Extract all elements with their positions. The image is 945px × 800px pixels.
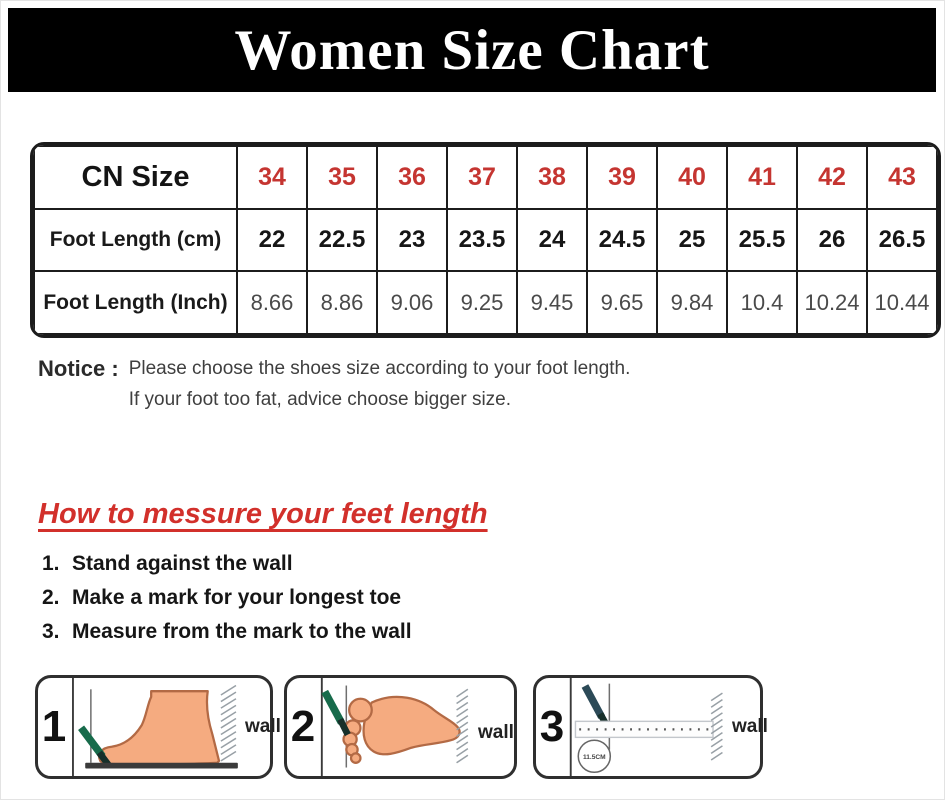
inch-cell: 8.66 <box>236 270 308 335</box>
diagram-panel-1: 1 wall <box>35 675 281 779</box>
size-cell: 39 <box>586 145 658 210</box>
banner: Women Size Chart <box>8 8 936 92</box>
size-cell: 42 <box>796 145 868 210</box>
step-text: Measure from the mark to the wall <box>72 620 412 643</box>
cm-cell: 26 <box>796 207 868 273</box>
size-cell: 41 <box>726 145 798 210</box>
notice-block: Notice : Please choose the shoes size ac… <box>38 354 630 416</box>
pencil-icon <box>321 689 345 725</box>
inch-cell: 9.45 <box>516 270 588 335</box>
notice-line-2: If your foot too fat, advice choose bigg… <box>128 389 512 410</box>
table-row-foot-length-inch: Foot Length (Inch) 8.66 8.86 9.06 9.25 9… <box>33 270 938 335</box>
notice-line-1: Please choose the shoes size according t… <box>128 358 631 379</box>
panel-number: 2 <box>290 702 316 751</box>
panel-number: 1 <box>41 702 67 751</box>
inch-cell: 10.4 <box>726 270 798 335</box>
measure-value-label: 11.5CM <box>583 754 606 761</box>
cm-cell: 23.5 <box>446 207 518 273</box>
wall-label: wall <box>245 716 281 737</box>
pencil-icon <box>581 684 606 719</box>
inch-cell: 9.84 <box>656 270 728 335</box>
wall-hatch-icon <box>456 688 469 764</box>
size-cell: 36 <box>376 145 448 210</box>
row-label-cn-size: CN Size <box>33 145 238 210</box>
size-cell: 43 <box>866 145 938 210</box>
step-item-1: 1. Stand against the wall <box>42 553 412 575</box>
measure-steps: 1. Stand against the wall 2. Make a mark… <box>42 553 412 655</box>
inch-cell: 9.65 <box>586 270 658 335</box>
cm-cell: 26.5 <box>866 207 938 273</box>
ruler-icon: 11.5CM <box>569 678 723 776</box>
diagram-panels: 1 wall <box>0 675 945 785</box>
pencil-icon <box>78 725 106 759</box>
measure-circle <box>577 739 612 773</box>
wall-hatch-icon <box>220 684 237 762</box>
inch-cell: 10.24 <box>796 270 868 335</box>
table-row-cn-size: CN Size 34 35 36 37 38 39 40 41 42 43 <box>33 145 938 210</box>
inch-cell: 8.86 <box>306 270 378 335</box>
foot-side-icon <box>72 678 238 776</box>
wall-label: wall <box>732 716 768 737</box>
notice-label: Notice : <box>38 356 119 381</box>
cm-cell: 25 <box>656 207 728 273</box>
step-text: Make a mark for your longest toe <box>72 586 402 609</box>
cm-cell: 22 <box>236 207 308 273</box>
cm-cell: 25.5 <box>726 207 798 273</box>
step-number: 3. <box>42 620 60 643</box>
cm-cell: 23 <box>376 207 448 273</box>
size-cell: 34 <box>236 145 308 210</box>
step-item-3: 3. Measure from the mark to the wall <box>42 621 412 643</box>
row-label-foot-length-cm: Foot Length (cm) <box>33 207 238 273</box>
inch-cell: 9.25 <box>446 270 518 335</box>
cm-cell: 22.5 <box>306 207 378 273</box>
size-cell: 38 <box>516 145 588 210</box>
cm-cell: 24 <box>516 207 588 273</box>
foot-top-icon <box>320 678 469 776</box>
diagram-panel-2: 2 wall <box>284 675 517 779</box>
step-item-2: 2. Make a mark for your longest toe <box>42 587 412 609</box>
wall-hatch-icon <box>710 692 723 761</box>
step-number: 1. <box>42 552 60 575</box>
cm-cell: 24.5 <box>586 207 658 273</box>
step-number: 2. <box>42 586 60 609</box>
panel-number: 3 <box>539 702 565 751</box>
inch-cell: 10.44 <box>866 270 938 335</box>
page-title: Women Size Chart <box>234 18 710 82</box>
wall-label: wall <box>478 722 514 743</box>
row-label-foot-length-inch: Foot Length (Inch) <box>33 270 238 335</box>
step-text: Stand against the wall <box>72 552 293 575</box>
inch-cell: 9.06 <box>376 270 448 335</box>
table-row-foot-length-cm: Foot Length (cm) 22 22.5 23 23.5 24 24.5… <box>33 207 938 273</box>
size-cell: 35 <box>306 145 378 210</box>
diagram-panel-3: 11.5CM 3 wall <box>533 675 768 779</box>
guide-heading: How to messure your feet length <box>38 498 488 530</box>
size-cell: 37 <box>446 145 518 210</box>
size-table: CN Size 34 35 36 37 38 39 40 41 42 43 Fo… <box>30 142 941 338</box>
floor-line <box>85 762 238 769</box>
size-cell: 40 <box>656 145 728 210</box>
